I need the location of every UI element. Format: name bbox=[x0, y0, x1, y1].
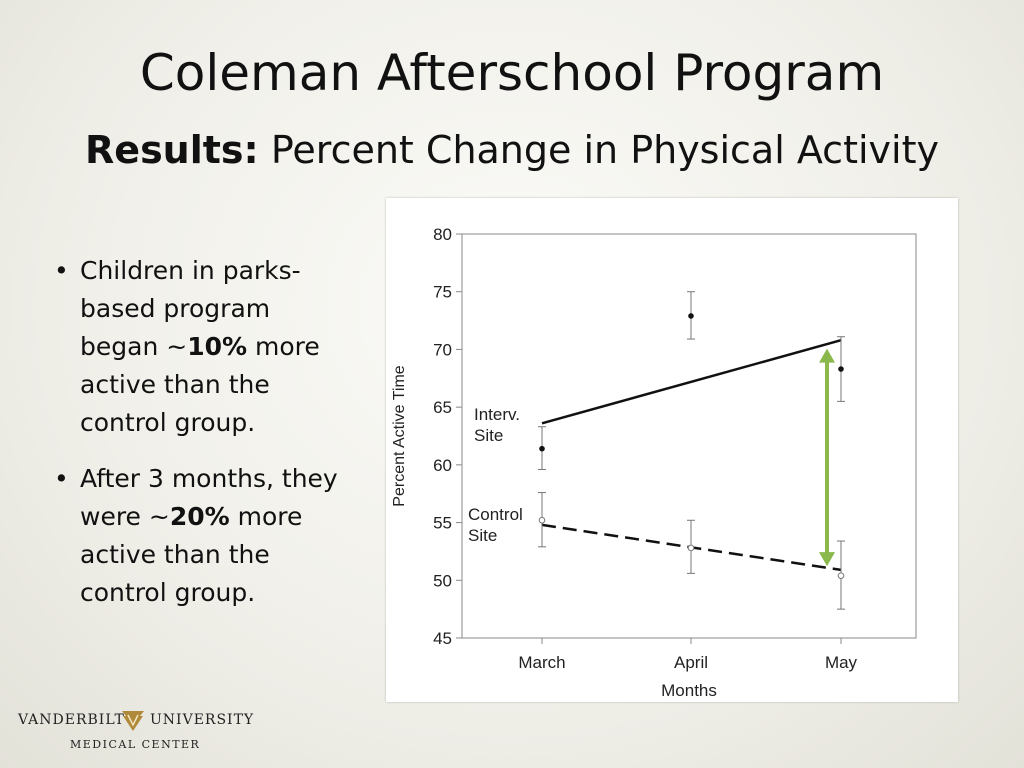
bullet-text: more active than the control group. bbox=[80, 332, 320, 437]
data-point bbox=[837, 572, 845, 579]
data-point bbox=[538, 516, 546, 524]
y-tick-label: 60 bbox=[433, 456, 452, 475]
bullet-text: After 3 months, they were ~ bbox=[80, 464, 338, 531]
difference-arrow-head bbox=[819, 552, 835, 567]
y-tick-label: 80 bbox=[433, 225, 452, 244]
series-label: Interv. bbox=[474, 405, 520, 424]
bullet-highlight: 10% bbox=[187, 332, 248, 361]
x-tick-label: March bbox=[518, 653, 565, 672]
oak-leaf-icon bbox=[122, 711, 144, 731]
y-tick-label: 65 bbox=[433, 398, 452, 417]
data-point bbox=[687, 544, 695, 552]
trend-line-0 bbox=[541, 338, 842, 425]
logo-subline: MEDICAL CENTER bbox=[70, 738, 201, 751]
y-tick-label: 70 bbox=[433, 340, 452, 359]
logo-word-vanderbilt: VANDERBILT bbox=[18, 712, 125, 728]
y-tick-label: 45 bbox=[433, 629, 452, 648]
bullet-list: Children in parks-based program began ~1… bbox=[54, 252, 354, 630]
series-label: Site bbox=[468, 526, 497, 545]
bullet-item: After 3 months, they were ~20% more acti… bbox=[54, 460, 354, 612]
bullet-text: Children in parks-based program began ~ bbox=[80, 256, 301, 361]
slide-title: Coleman Afterschool Program bbox=[139, 44, 885, 102]
slide-subtitle: Results: Percent Change in Physical Acti… bbox=[0, 128, 1024, 172]
logo-word-university: UNIVERSITY bbox=[150, 712, 255, 728]
x-axis-label: Months bbox=[661, 681, 717, 700]
bullet-highlight: 20% bbox=[169, 502, 230, 531]
series-label: Site bbox=[474, 426, 503, 445]
data-point bbox=[539, 445, 545, 452]
subtitle-bold: Results: bbox=[85, 128, 259, 172]
subtitle-rest: Percent Change in Physical Activity bbox=[270, 128, 939, 172]
vanderbilt-logo: VANDERBILT UNIVERSITY MEDICAL CENTER bbox=[18, 708, 258, 758]
y-axis-label: Percent Active Time bbox=[391, 365, 408, 506]
plot-frame bbox=[461, 233, 917, 639]
y-tick-label: 55 bbox=[433, 514, 452, 533]
data-point bbox=[838, 366, 844, 372]
bullet-item: Children in parks-based program began ~1… bbox=[54, 252, 354, 442]
y-tick-label: 75 bbox=[433, 283, 452, 302]
chart-panel: 45 50 55 60 65 70 75 80 March April May Months Perce… bbox=[386, 198, 958, 702]
y-tick-label: 50 bbox=[433, 571, 452, 590]
x-tick-label: May bbox=[825, 653, 858, 672]
data-point bbox=[688, 313, 694, 319]
x-tick-label: April bbox=[674, 653, 708, 672]
chart-svg: 45 50 55 60 65 70 75 80 March April May Months Perce… bbox=[391, 225, 917, 700]
difference-arrow-head bbox=[819, 348, 835, 363]
bullet-text: more active than the control group. bbox=[80, 502, 303, 607]
series-label: Control bbox=[468, 505, 523, 524]
